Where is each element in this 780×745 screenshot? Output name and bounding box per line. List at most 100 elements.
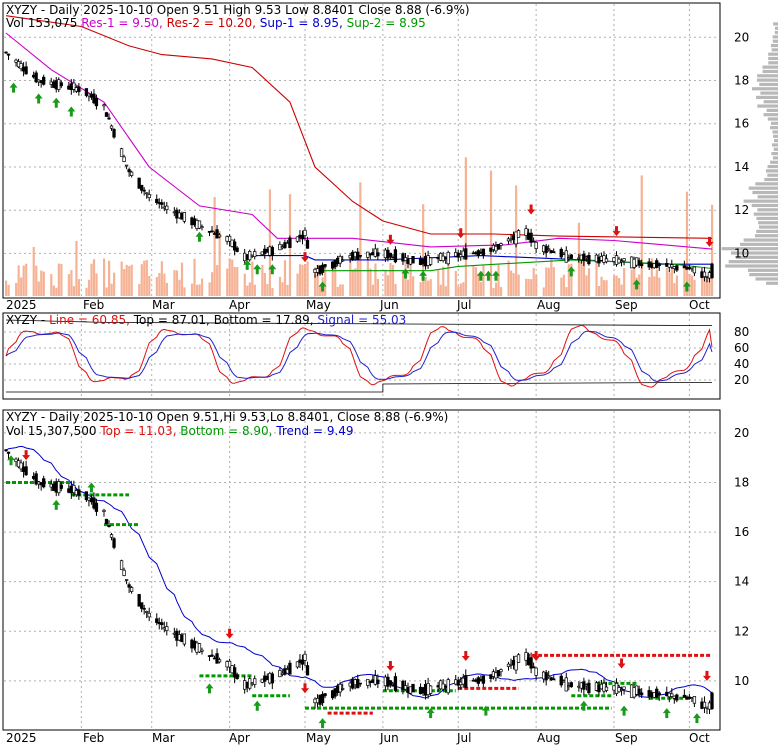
candle-body <box>464 248 468 260</box>
volume-bar <box>633 263 636 296</box>
candle-body <box>524 652 528 661</box>
profile-bar <box>773 134 778 138</box>
candle-body <box>94 502 99 512</box>
stoch-bottom-band <box>6 382 713 393</box>
volume-bar <box>102 258 106 296</box>
y-tick-label: 18 <box>734 475 749 489</box>
candle-body <box>288 662 292 675</box>
candle-body <box>564 677 568 692</box>
res2-label: Res-2 = 10.20, <box>167 16 256 30</box>
resistance-2-line <box>5 15 713 239</box>
sell-arrow <box>617 658 626 669</box>
volume-bar <box>605 280 608 296</box>
volume-bar <box>439 284 442 296</box>
sell-arrow <box>612 226 621 237</box>
stoch-line-label: Line = 60.85, <box>49 313 130 327</box>
volume-bar <box>550 259 553 296</box>
volume-bar <box>178 279 181 296</box>
stoch-ticker: XYZY <box>6 313 38 327</box>
profile-bar <box>771 48 778 52</box>
axis-ticks: 10 12 14 16 18 20 20 40 60 80 10 12 14 16 18 20 <box>734 30 749 688</box>
volume-bar <box>253 284 256 296</box>
price-month-labels: 2025 Feb Mar Apr May Jun Jul Aug Sep Oct <box>6 298 710 312</box>
volume-bar <box>675 275 679 296</box>
profile-bar <box>755 277 778 281</box>
buy-arrow <box>484 270 493 281</box>
profile-bar <box>766 281 778 285</box>
profile-bar <box>767 173 778 177</box>
candle-body <box>499 243 503 246</box>
candle-body <box>295 661 300 668</box>
volume-bar <box>474 267 478 296</box>
buy-arrow <box>476 270 485 281</box>
volume-bar <box>193 258 196 296</box>
candle-body <box>411 256 415 264</box>
volume-bar <box>200 278 204 296</box>
candle-body <box>499 669 503 673</box>
trend-panel-frame <box>2 409 721 731</box>
candle-body <box>34 72 38 83</box>
volume-bar <box>331 266 334 296</box>
volume-bar <box>542 287 545 296</box>
candle-body <box>140 602 144 609</box>
candle-body <box>587 682 591 694</box>
profile-bar <box>772 35 778 39</box>
profile-bar <box>764 177 778 182</box>
volume-bar <box>640 175 643 296</box>
sell-arrow <box>386 234 395 245</box>
volume-bar <box>314 274 317 296</box>
y-tick-label: 10 <box>734 246 749 260</box>
volume-bar <box>711 204 714 296</box>
profile-bar <box>767 117 778 121</box>
volume-bar <box>587 268 591 296</box>
candle-body <box>127 169 131 173</box>
candle-body <box>232 667 237 678</box>
candle-body <box>4 51 8 54</box>
profile-bar <box>766 108 778 112</box>
volume-bar <box>401 270 405 296</box>
y-tick-label: 12 <box>734 203 749 217</box>
candle-body <box>547 248 551 251</box>
volume-bar <box>67 274 71 296</box>
candle-body <box>388 680 393 686</box>
volume-bar <box>195 284 199 296</box>
volume-bar <box>585 275 588 296</box>
candle-body <box>411 683 415 693</box>
candle-body <box>323 693 327 697</box>
candle-body <box>376 679 380 685</box>
volume-bar <box>233 266 236 296</box>
volume-bar <box>700 270 704 296</box>
volume-bar <box>693 279 696 296</box>
candle-body <box>102 104 106 107</box>
profile-bar <box>743 199 778 203</box>
profile-bar <box>768 56 778 61</box>
candle-body <box>14 458 18 462</box>
candle-body <box>300 659 305 665</box>
profile-bar <box>728 260 778 264</box>
volume-bar <box>266 284 269 296</box>
volume-bar <box>464 157 467 296</box>
volume-bar <box>565 287 568 296</box>
month-label: Oct <box>689 731 710 745</box>
candle-body <box>305 239 310 249</box>
buy-arrow <box>268 264 277 275</box>
volume-bar <box>409 262 412 296</box>
buy-arrow <box>52 499 61 510</box>
candle-body <box>682 265 687 269</box>
volume-bar <box>648 277 651 296</box>
candle-body <box>670 264 674 268</box>
candle-body <box>19 63 23 70</box>
profile-bar <box>751 87 778 91</box>
volume-bars <box>5 157 714 296</box>
stoch-line <box>5 324 713 388</box>
candle-body <box>516 230 521 238</box>
volume-bar <box>507 260 510 296</box>
volume-bar <box>494 282 498 296</box>
volume-bar <box>613 275 616 296</box>
profile-bar <box>763 113 778 117</box>
candle-body <box>119 560 124 570</box>
month-label: Sep <box>615 731 638 745</box>
candle-body <box>675 265 679 271</box>
volume-bar <box>653 276 656 296</box>
